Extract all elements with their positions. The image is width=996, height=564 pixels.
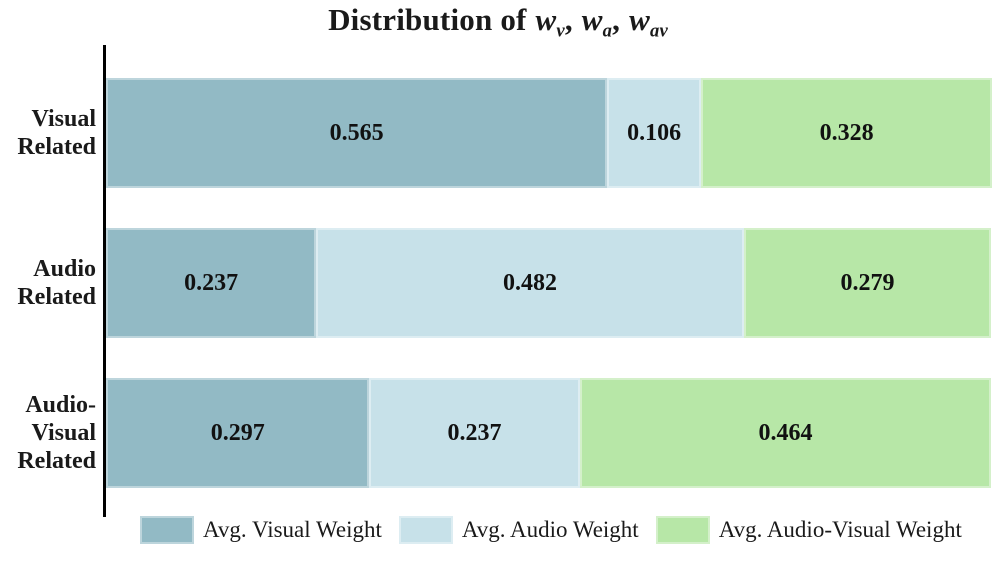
legend-label: Avg. Visual Weight [203,517,382,542]
bar-value-label: 0.106 [627,119,682,146]
bar-rows: 0.565 0.106 0.328 0.237 0.482 0.279 0.297 0.237… [106,78,993,528]
category-label-line: Audio [33,256,96,282]
category-label-line: Visual [31,106,96,132]
bar-row: 0.565 0.106 0.328 [106,78,993,188]
math-base: w [629,2,650,37]
chart-title-math: wv, wa, wav [535,2,668,40]
legend-item: Avg. Audio-Visual Weight [655,516,962,544]
chart-title: Distribution of wv, wa, wav [0,2,996,40]
category-label: Audio- Visual Related [0,378,96,488]
math-subscript: a [602,20,613,42]
legend-label: Avg. Audio Weight [461,517,639,542]
category-label: Audio Related [0,228,96,338]
math-base: w [581,2,603,37]
category-label-line: Related [17,134,96,160]
legend-swatch [398,516,453,544]
legend-label: Avg. Audio-Visual Weight [718,517,962,542]
y-axis-line [103,45,106,517]
bar-segment: 0.482 [316,228,744,338]
bar-value-label: 0.482 [502,269,557,296]
bar-value-label: 0.565 [329,119,384,146]
legend: Avg. Visual Weight Avg. Audio Weight Avg. … [140,514,962,546]
category-label-line: Related [17,284,96,310]
category-label-line: Related [17,448,96,474]
legend-item: Avg. Audio Weight [398,516,639,544]
bar-value-label: 0.328 [819,119,874,146]
bar-value-label: 0.237 [447,419,502,446]
bar-value-label: 0.297 [210,419,265,446]
bar-segment: 0.464 [579,378,992,488]
bar-segment: 0.237 [369,378,580,488]
category-label: Visual Related [0,78,96,188]
bar-row: 0.297 0.237 0.464 [106,378,993,488]
math-subscript: v [556,20,565,42]
category-label-line: Audio- [25,392,96,418]
math-subscript: av [649,20,668,42]
legend-swatch [655,516,710,544]
bar-value-label: 0.464 [758,419,813,446]
bar-row: 0.237 0.482 0.279 [106,228,993,338]
bar-segment: 0.237 [106,228,317,338]
bar-segment: 0.565 [106,78,608,188]
math-base: w [535,2,557,37]
legend-item: Avg. Visual Weight [140,516,382,544]
bar-value-label: 0.237 [184,269,239,296]
bar-segment: 0.106 [607,78,702,188]
chart-title-text: Distribution of [328,2,535,37]
category-label-line: Visual [31,420,96,446]
bar-segment: 0.328 [701,78,993,188]
math-separator: , [564,2,581,37]
bar-value-label: 0.279 [840,269,895,296]
category-labels: Visual Related Audio Related Audio- Visual Rel… [0,78,96,528]
math-separator: , [612,2,629,37]
bar-segment: 0.279 [743,228,992,338]
bar-segment: 0.297 [106,378,370,488]
legend-swatch [140,516,194,544]
